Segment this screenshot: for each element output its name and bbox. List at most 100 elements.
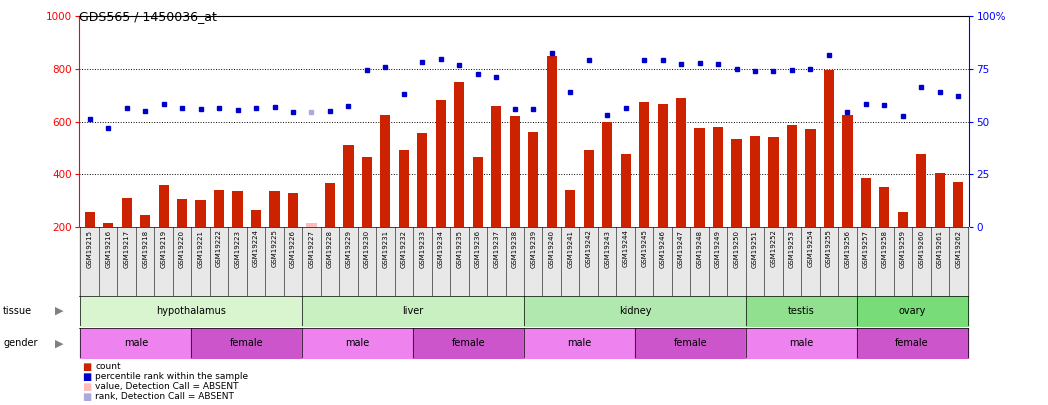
Text: ▶: ▶ xyxy=(54,306,63,316)
Bar xyxy=(177,199,188,227)
Text: ■: ■ xyxy=(82,382,91,392)
Text: GSM19236: GSM19236 xyxy=(475,230,481,268)
Text: hypothalamus: hypothalamus xyxy=(156,306,226,316)
Bar xyxy=(306,223,316,227)
Bar xyxy=(768,137,779,227)
Bar xyxy=(805,130,815,227)
Text: GSM19251: GSM19251 xyxy=(752,230,758,268)
Text: gender: gender xyxy=(3,338,38,348)
Bar xyxy=(362,157,372,227)
Text: GSM19219: GSM19219 xyxy=(160,230,167,268)
Bar xyxy=(657,104,668,227)
Text: rank, Detection Call = ABSENT: rank, Detection Call = ABSENT xyxy=(95,392,235,401)
Text: male: male xyxy=(346,338,370,348)
Text: percentile rank within the sample: percentile rank within the sample xyxy=(95,372,248,381)
Bar xyxy=(750,136,760,227)
Bar xyxy=(898,212,908,227)
Bar xyxy=(344,145,353,227)
Bar xyxy=(473,157,483,227)
Bar xyxy=(380,115,391,227)
Text: female: female xyxy=(230,338,264,348)
Text: GSM19225: GSM19225 xyxy=(271,230,278,267)
Bar xyxy=(565,190,575,227)
Text: tissue: tissue xyxy=(3,306,32,316)
Text: GSM19226: GSM19226 xyxy=(290,230,296,268)
Text: GSM19220: GSM19220 xyxy=(179,230,185,268)
Text: testis: testis xyxy=(788,306,814,316)
Text: ■: ■ xyxy=(82,372,91,382)
Text: male: male xyxy=(789,338,813,348)
Text: GSM19239: GSM19239 xyxy=(530,230,537,268)
Text: GSM19253: GSM19253 xyxy=(789,230,795,268)
Text: GSM19223: GSM19223 xyxy=(235,230,241,268)
Bar xyxy=(140,215,150,227)
Bar xyxy=(584,150,594,227)
Bar xyxy=(620,154,631,227)
Text: GSM19230: GSM19230 xyxy=(364,230,370,268)
Bar xyxy=(879,187,890,227)
Bar xyxy=(233,191,243,227)
Bar xyxy=(492,106,501,227)
Text: GSM19243: GSM19243 xyxy=(604,230,610,268)
Bar xyxy=(843,115,852,227)
Text: GSM19233: GSM19233 xyxy=(419,230,425,268)
Bar xyxy=(824,70,834,227)
Bar xyxy=(325,183,335,227)
Text: count: count xyxy=(95,362,121,371)
Text: GSM19257: GSM19257 xyxy=(863,230,869,268)
Text: GSM19260: GSM19260 xyxy=(918,230,924,268)
Bar xyxy=(732,139,742,227)
Bar xyxy=(288,193,298,227)
Text: GSM19221: GSM19221 xyxy=(198,230,203,268)
Bar xyxy=(713,127,723,227)
Bar xyxy=(676,98,686,227)
Text: GSM19262: GSM19262 xyxy=(956,230,961,268)
Text: GSM19237: GSM19237 xyxy=(494,230,499,268)
Text: value, Detection Call = ABSENT: value, Detection Call = ABSENT xyxy=(95,382,239,391)
Text: female: female xyxy=(452,338,485,348)
Bar xyxy=(860,178,871,227)
Text: ▶: ▶ xyxy=(54,338,63,348)
Text: GSM19256: GSM19256 xyxy=(845,230,850,268)
Text: GSM19254: GSM19254 xyxy=(807,230,813,267)
Text: ovary: ovary xyxy=(898,306,925,316)
Text: GSM19246: GSM19246 xyxy=(659,230,665,268)
Text: GSM19234: GSM19234 xyxy=(438,230,444,268)
Bar xyxy=(916,154,926,227)
Text: GSM19228: GSM19228 xyxy=(327,230,333,268)
Text: GDS565 / 1450036_at: GDS565 / 1450036_at xyxy=(79,10,217,23)
Bar xyxy=(639,102,649,227)
Text: GSM19240: GSM19240 xyxy=(549,230,554,268)
Text: GSM19215: GSM19215 xyxy=(87,230,92,268)
Bar xyxy=(158,185,169,227)
Text: GSM19235: GSM19235 xyxy=(456,230,462,268)
Text: GSM19224: GSM19224 xyxy=(253,230,259,267)
Text: GSM19261: GSM19261 xyxy=(937,230,943,268)
Text: GSM19231: GSM19231 xyxy=(383,230,389,268)
Text: GSM19255: GSM19255 xyxy=(826,230,832,267)
Bar xyxy=(528,132,539,227)
Bar xyxy=(103,223,113,227)
Bar xyxy=(214,190,224,227)
Text: GSM19218: GSM19218 xyxy=(143,230,148,268)
Text: ■: ■ xyxy=(82,362,91,371)
Bar xyxy=(122,198,132,227)
Bar xyxy=(196,200,205,227)
Text: female: female xyxy=(674,338,707,348)
Text: GSM19216: GSM19216 xyxy=(105,230,111,268)
Bar xyxy=(399,150,409,227)
Bar xyxy=(85,212,94,227)
Bar xyxy=(547,56,556,227)
Text: GSM19244: GSM19244 xyxy=(623,230,629,267)
Bar xyxy=(417,133,428,227)
Text: GSM19250: GSM19250 xyxy=(734,230,740,268)
Text: male: male xyxy=(124,338,148,348)
Text: GSM19242: GSM19242 xyxy=(586,230,592,267)
Text: ■: ■ xyxy=(82,392,91,402)
Text: female: female xyxy=(895,338,929,348)
Text: GSM19252: GSM19252 xyxy=(770,230,777,267)
Text: GSM19227: GSM19227 xyxy=(308,230,314,268)
Text: GSM19248: GSM19248 xyxy=(697,230,702,268)
Bar xyxy=(954,182,963,227)
Text: GSM19245: GSM19245 xyxy=(641,230,647,267)
